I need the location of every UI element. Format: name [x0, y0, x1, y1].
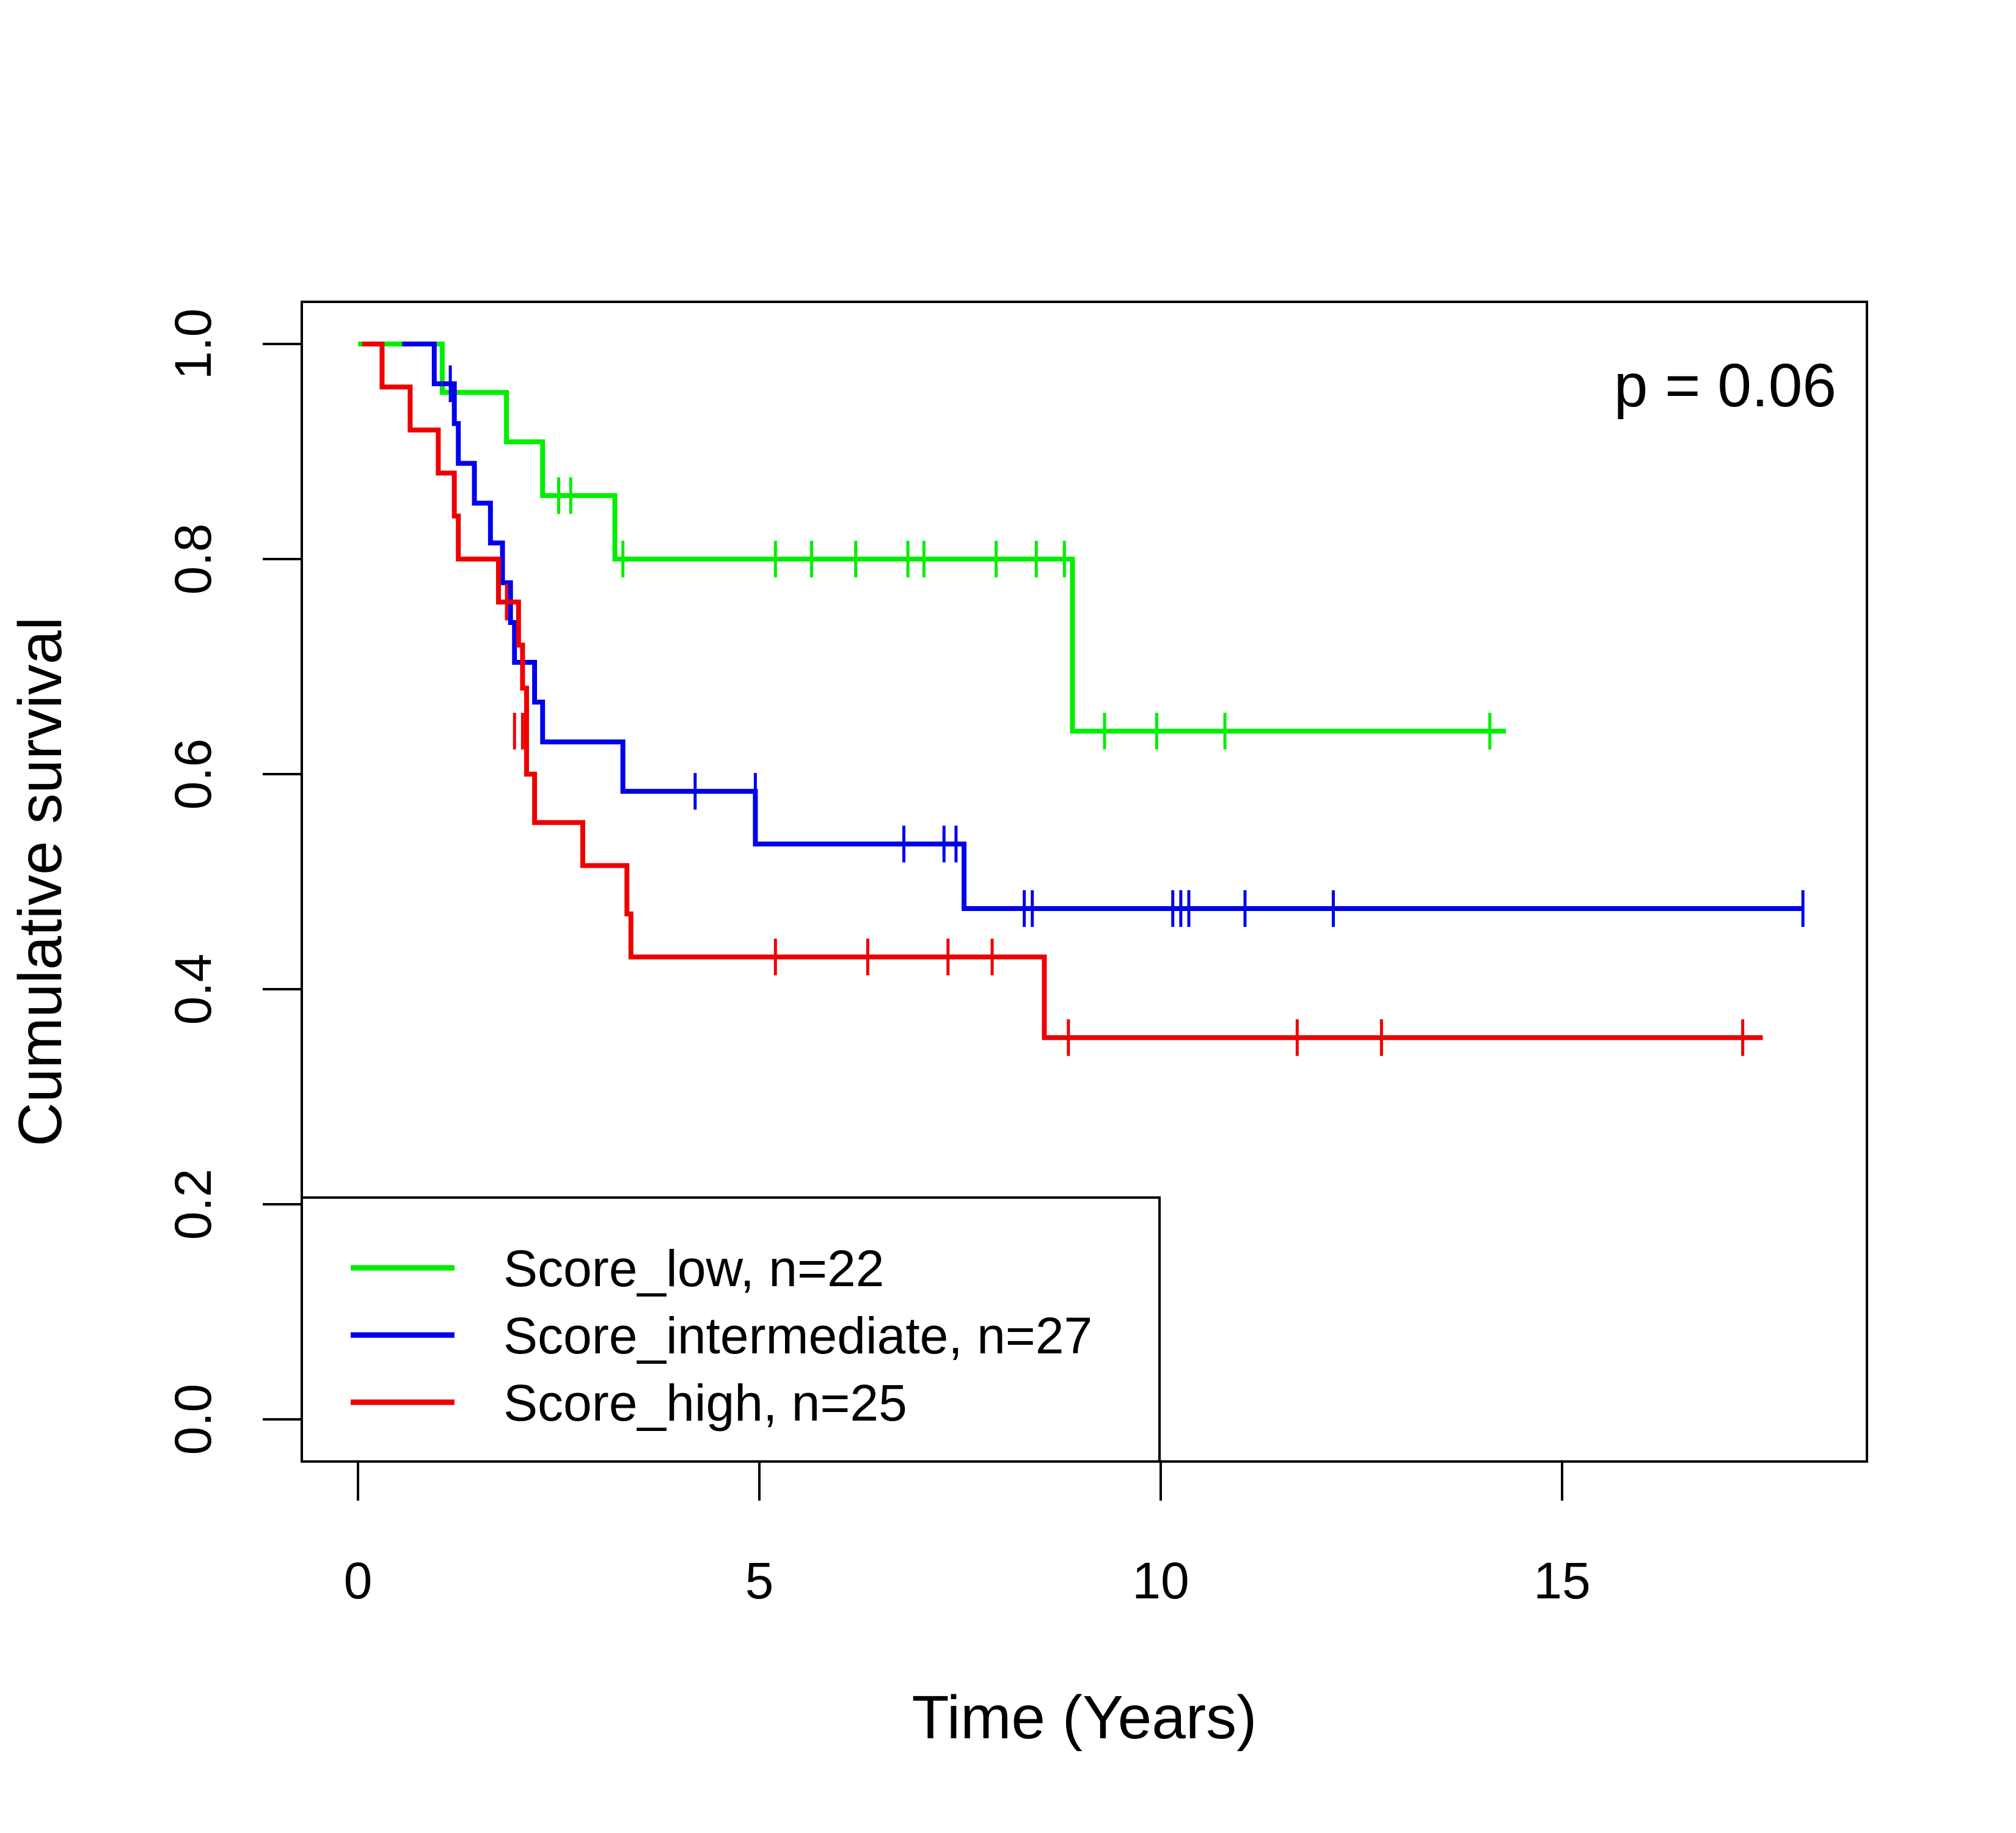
series-layer	[358, 342, 1805, 1056]
legend-label: Score_high, n=25	[503, 1374, 907, 1432]
y-tick-label: 0.0	[164, 1384, 222, 1455]
x-tick-label: 5	[745, 1552, 774, 1609]
x-tick-label: 15	[1533, 1552, 1590, 1609]
survival-curve	[362, 342, 1763, 1041]
y-tick-label: 1.0	[164, 309, 222, 380]
y-axis: 0.0 0.2 0.4 0.6 0.8 1.0	[164, 309, 303, 1455]
y-axis-label: Cumulative survival	[6, 617, 75, 1147]
x-tick-label: 0	[344, 1552, 373, 1609]
legend: Score_low, n=22 Score_intermediate, n=27 S…	[301, 1196, 1161, 1463]
x-tick-label: 10	[1132, 1552, 1189, 1609]
y-tick-label: 0.8	[164, 524, 222, 595]
p-value-annotation: p = 0.06	[1614, 351, 1836, 420]
legend-box	[301, 1196, 1161, 1463]
series-2	[362, 342, 1763, 1056]
legend-label: Score_intermediate, n=27	[503, 1307, 1092, 1364]
y-tick-label: 0.2	[164, 1169, 222, 1240]
legend-label: Score_low, n=22	[503, 1240, 884, 1297]
y-tick-label: 0.6	[164, 739, 222, 810]
y-tick-label: 0.4	[164, 954, 222, 1025]
x-axis-label: Time (Years)	[912, 1683, 1257, 1752]
